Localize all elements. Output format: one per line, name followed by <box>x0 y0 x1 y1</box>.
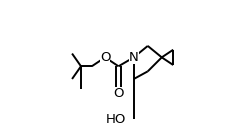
Text: N: N <box>129 51 139 64</box>
Text: O: O <box>113 87 124 100</box>
Text: O: O <box>100 51 110 64</box>
Text: HO: HO <box>106 113 126 126</box>
